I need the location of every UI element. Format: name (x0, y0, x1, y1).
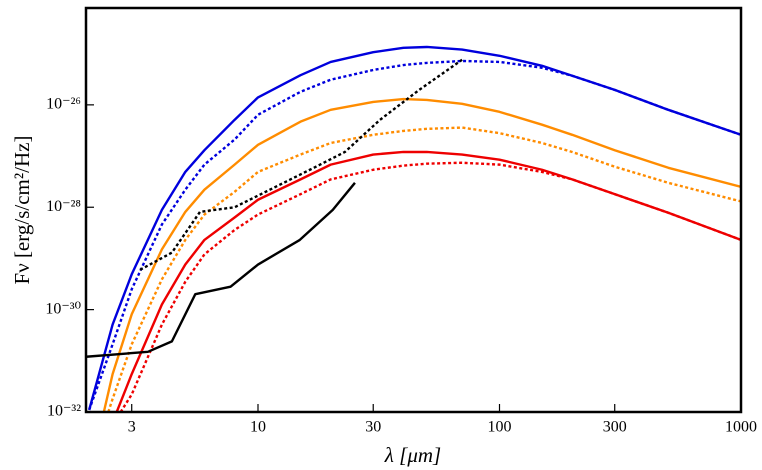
x-tick-label: 30 (365, 419, 381, 436)
x-tick-label: 1000 (725, 419, 757, 436)
x-tick-label: 10 (250, 419, 266, 436)
x-tick-label: 3 (128, 419, 136, 436)
x-tick-label: 300 (603, 419, 627, 436)
x-tick-label: 100 (487, 419, 511, 436)
series-line (139, 58, 463, 271)
x-axis-label: λ [μm] (384, 443, 441, 467)
y-tick-label: 10⁻³² (47, 403, 81, 420)
y-tick-label: 10⁻²⁸ (46, 198, 81, 215)
plot-frame (84, 6, 743, 414)
series-line (119, 161, 741, 412)
series-line (102, 97, 741, 412)
series-line (88, 45, 741, 411)
y-tick-label: 10⁻²⁶ (46, 96, 81, 113)
series-line (86, 182, 356, 358)
series-line (107, 126, 741, 412)
y-tick-label: 10⁻³⁰ (45, 300, 81, 317)
series-line (115, 150, 741, 412)
y-axis-label: Fν [erg/s/cm²/Hz] (10, 136, 34, 285)
plot-lines (86, 45, 741, 412)
series-line (88, 59, 741, 411)
